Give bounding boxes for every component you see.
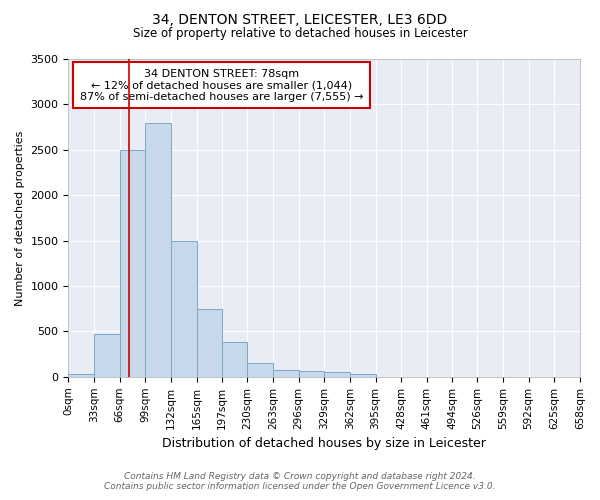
Text: Size of property relative to detached houses in Leicester: Size of property relative to detached ho… — [133, 28, 467, 40]
Bar — [145, 122, 171, 377]
Text: 34 DENTON STREET: 78sqm
← 12% of detached houses are smaller (1,044)
87% of semi: 34 DENTON STREET: 78sqm ← 12% of detache… — [80, 68, 364, 102]
Bar — [68, 374, 94, 377]
Bar — [247, 363, 273, 377]
X-axis label: Distribution of detached houses by size in Leicester: Distribution of detached houses by size … — [162, 437, 486, 450]
Text: 34, DENTON STREET, LEICESTER, LE3 6DD: 34, DENTON STREET, LEICESTER, LE3 6DD — [152, 12, 448, 26]
Bar — [350, 374, 376, 377]
Bar — [299, 372, 324, 377]
Bar — [197, 308, 221, 377]
Text: Contains HM Land Registry data © Crown copyright and database right 2024.
Contai: Contains HM Land Registry data © Crown c… — [104, 472, 496, 491]
Bar — [324, 372, 350, 377]
Bar — [120, 150, 145, 377]
Bar — [273, 370, 299, 377]
Bar — [221, 342, 247, 377]
Bar — [171, 240, 197, 377]
Bar — [94, 334, 120, 377]
Y-axis label: Number of detached properties: Number of detached properties — [15, 130, 25, 306]
